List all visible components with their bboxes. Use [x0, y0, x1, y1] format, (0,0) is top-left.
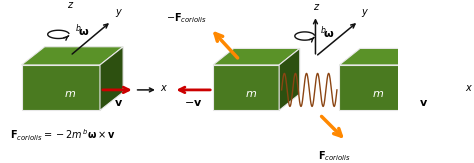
Polygon shape [100, 47, 123, 110]
Text: $^b\!\mathbf{\omega}$: $^b\!\mathbf{\omega}$ [75, 23, 90, 39]
Text: $-\mathbf{v}$: $-\mathbf{v}$ [184, 98, 202, 108]
Text: $y$: $y$ [115, 7, 123, 19]
Text: $z$: $z$ [313, 2, 320, 12]
Text: $-\mathbf{F}_{\mathit{coriolis}}$: $-\mathbf{F}_{\mathit{coriolis}}$ [165, 12, 207, 25]
Text: $m$: $m$ [372, 89, 384, 99]
Text: $x$: $x$ [160, 83, 168, 93]
Polygon shape [339, 65, 405, 110]
Text: $\mathbf{v}$: $\mathbf{v}$ [114, 98, 123, 108]
Text: $\mathbf{F}_{\mathit{coriolis}}$: $\mathbf{F}_{\mathit{coriolis}}$ [318, 149, 351, 163]
Polygon shape [405, 48, 426, 110]
Polygon shape [213, 65, 279, 110]
Text: $y$: $y$ [361, 7, 369, 19]
Text: $z$: $z$ [67, 0, 74, 10]
Polygon shape [21, 47, 123, 65]
Text: $m$: $m$ [64, 89, 76, 99]
Polygon shape [339, 48, 426, 65]
Polygon shape [213, 48, 300, 65]
Polygon shape [21, 65, 100, 110]
Polygon shape [279, 48, 300, 110]
Text: $m$: $m$ [246, 89, 257, 99]
Text: $\mathbf{v}$: $\mathbf{v}$ [419, 98, 428, 108]
Text: $^b\!\mathbf{\omega}$: $^b\!\mathbf{\omega}$ [319, 24, 334, 41]
Text: $\mathbf{F}_{\mathit{coriolis}} = -2m\,{^b}\mathbf{\omega}\times\mathbf{v}$: $\mathbf{F}_{\mathit{coriolis}} = -2m\,{… [10, 128, 116, 143]
Text: $x$: $x$ [465, 83, 473, 93]
